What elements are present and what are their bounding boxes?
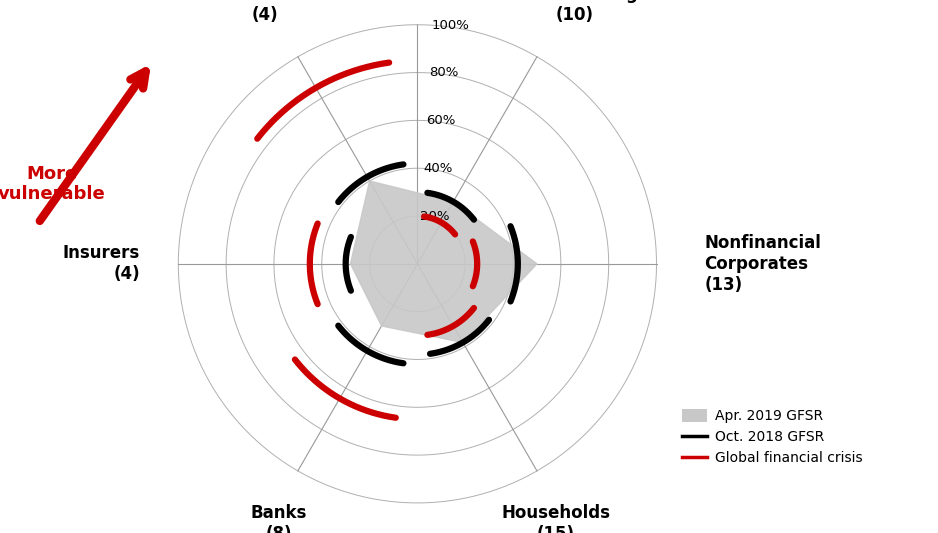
Polygon shape xyxy=(351,181,537,343)
Text: 40%: 40% xyxy=(423,162,453,175)
Text: Other Financials
(4): Other Financials (4) xyxy=(126,0,279,23)
Text: 60%: 60% xyxy=(426,114,456,127)
Text: Sovereigns
(10): Sovereigns (10) xyxy=(556,0,660,23)
Text: 20%: 20% xyxy=(420,209,450,223)
Text: Nonfinancial
Corporates
(13): Nonfinancial Corporates (13) xyxy=(704,234,821,294)
Text: Banks
(8): Banks (8) xyxy=(250,504,307,533)
Text: Insurers
(4): Insurers (4) xyxy=(63,245,140,283)
Text: 100%: 100% xyxy=(432,19,470,31)
Text: 80%: 80% xyxy=(429,67,459,79)
Text: Households
(15): Households (15) xyxy=(502,504,611,533)
Text: More
vulnerable: More vulnerable xyxy=(0,165,106,204)
Legend: Apr. 2019 GFSR, Oct. 2018 GFSR, Global financial crisis: Apr. 2019 GFSR, Oct. 2018 GFSR, Global f… xyxy=(677,405,867,469)
